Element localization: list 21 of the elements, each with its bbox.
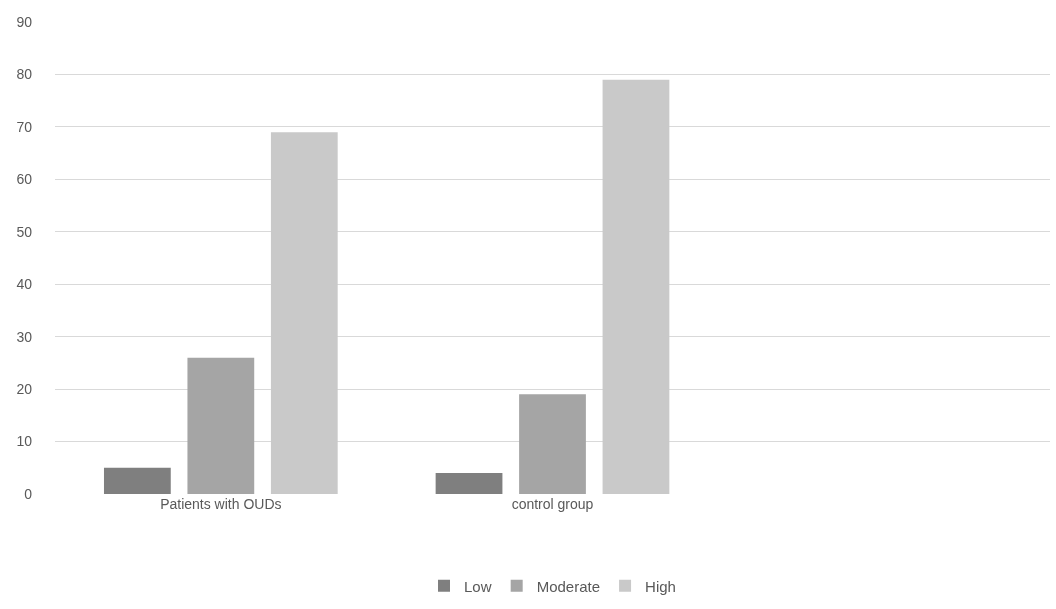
y-tick-label: 90: [16, 13, 33, 30]
bar: [103, 467, 171, 494]
legend-label: Moderate: [536, 577, 601, 595]
y-tick-label: 70: [16, 118, 33, 135]
y-tick-label: 0: [24, 485, 33, 502]
bar: [602, 79, 670, 494]
y-tick-label: 20: [16, 381, 33, 398]
y-tick-label: 30: [16, 328, 33, 345]
legend-label: Low: [464, 577, 492, 595]
bar: [270, 132, 338, 494]
y-tick-label: 80: [16, 66, 33, 83]
x-tick-label: control group: [511, 496, 594, 512]
y-tick-label: 60: [16, 171, 33, 188]
y-tick-label: 50: [16, 223, 33, 240]
bar: [519, 394, 586, 494]
legend-label: High: [645, 577, 676, 595]
y-tick-label: 40: [16, 276, 33, 293]
x-tick-label: Patients with OUDs: [160, 496, 282, 512]
bar: [187, 357, 255, 494]
y-tick-label: 10: [16, 433, 33, 450]
bar: [435, 473, 503, 494]
